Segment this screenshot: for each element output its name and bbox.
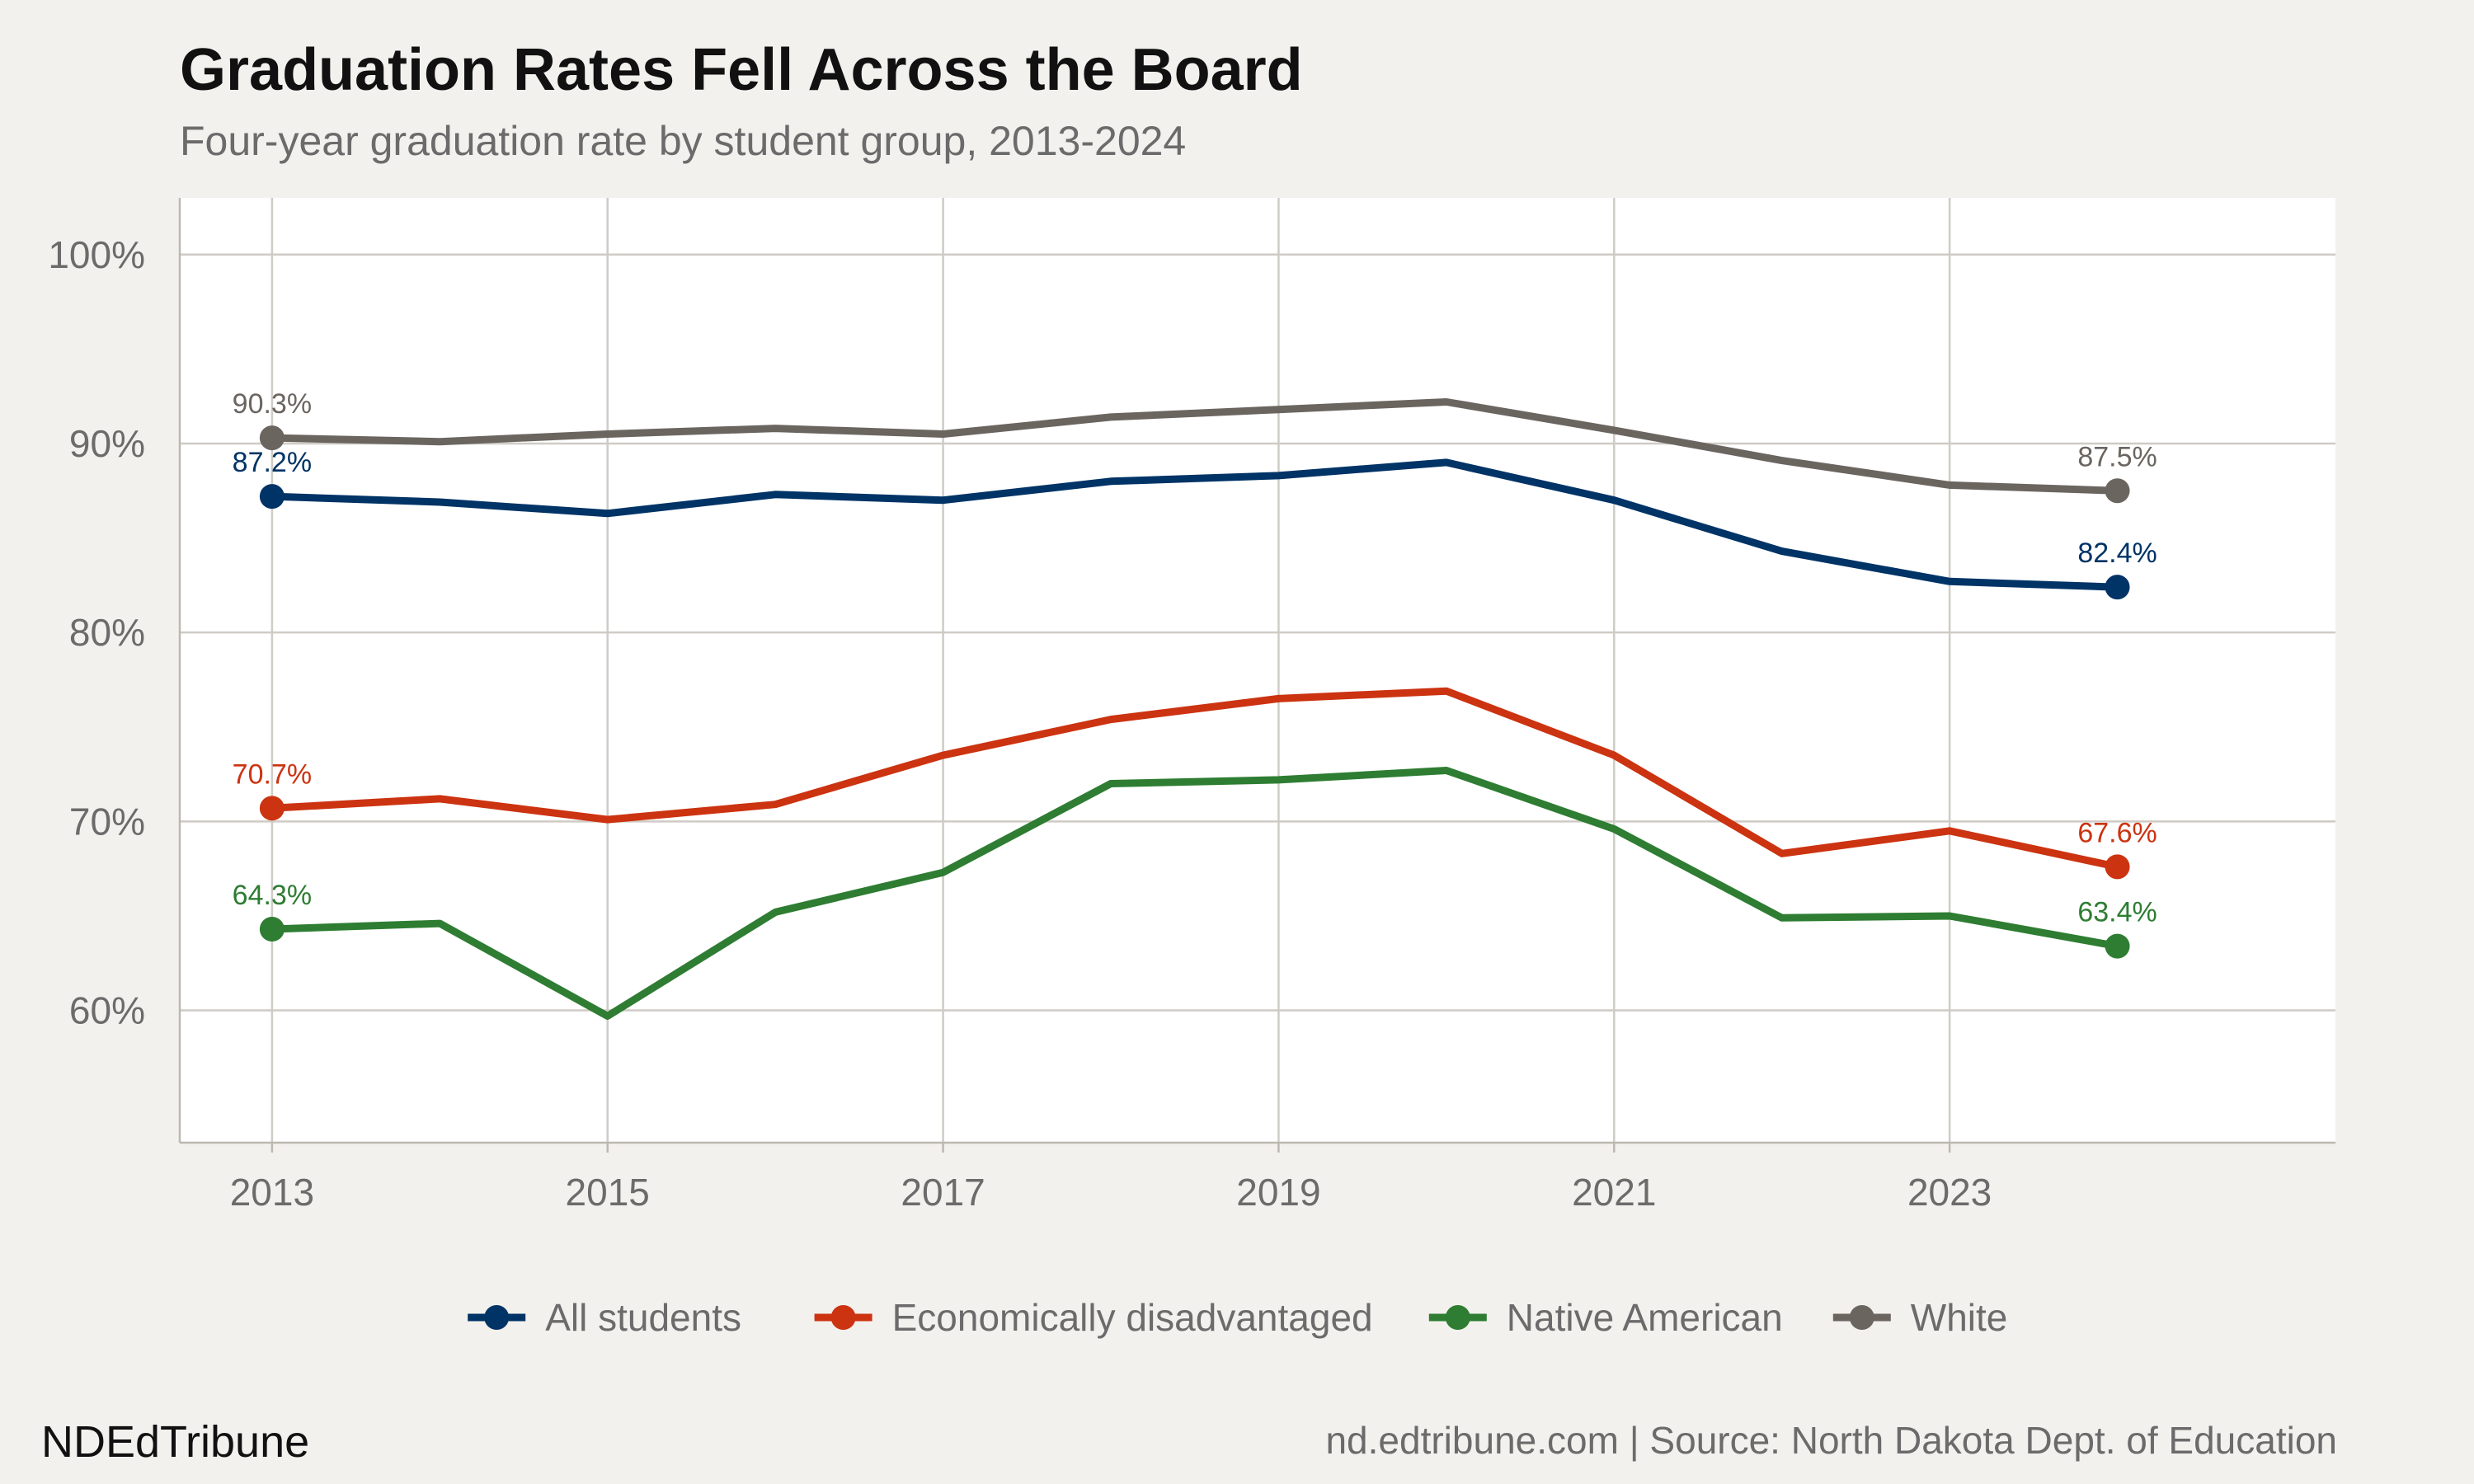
legend-key-point: [484, 1305, 510, 1330]
y-tick-label: 90%: [69, 422, 145, 465]
data-label: 90.3%: [233, 388, 312, 420]
brand-label: NDEdTribune: [41, 1417, 310, 1467]
series-line: [268, 398, 2121, 495]
data-label: 63.4%: [2077, 897, 2157, 928]
data-label: 70.7%: [233, 758, 312, 790]
chart-title: Graduation Rates Fell Across the Board: [180, 37, 1303, 103]
legend-key-point: [830, 1305, 856, 1330]
series-line: [268, 458, 2121, 591]
series-point: [259, 425, 285, 451]
y-tick-label: 70%: [69, 800, 145, 843]
legend-label: All students: [545, 1296, 741, 1339]
series-point: [259, 484, 285, 510]
x-tick-label: 2019: [1236, 1171, 1320, 1214]
series-point: [2105, 478, 2130, 504]
x-tick-label: 2015: [566, 1171, 650, 1214]
legend-label: White: [1911, 1296, 2008, 1339]
source-note: nd.edtribune.com | Source: North Dakota …: [1325, 1419, 2337, 1462]
x-tick-label: 2021: [1572, 1171, 1656, 1214]
legend-label: Native American: [1507, 1296, 1783, 1339]
series-point: [259, 796, 285, 821]
y-tick-label: 80%: [69, 611, 145, 654]
chart-subtitle: Four-year graduation rate by student gro…: [180, 118, 1187, 164]
plot-panel: [180, 198, 2335, 1143]
y-tick-label: 100%: [48, 233, 145, 276]
x-tick-label: 2013: [230, 1171, 314, 1214]
legend-key-point: [1849, 1305, 1874, 1330]
data-label: 64.3%: [233, 880, 312, 911]
series-point: [2105, 933, 2130, 959]
data-label: 87.2%: [233, 447, 312, 478]
series-point: [259, 917, 285, 942]
x-tick-label: 2023: [1907, 1171, 1992, 1214]
legend-label: Economically disadvantaged: [892, 1296, 1373, 1339]
legend-key-point: [1445, 1305, 1470, 1330]
x-tick-label: 2017: [901, 1171, 985, 1214]
series-line: [268, 767, 2121, 1020]
data-label: 67.6%: [2077, 817, 2157, 848]
series-line: [268, 687, 2121, 871]
data-label: 87.5%: [2077, 441, 2157, 472]
data-label: 82.4%: [2077, 538, 2157, 569]
y-tick-label: 60%: [69, 989, 145, 1032]
series-point: [2105, 854, 2130, 880]
series-point: [2105, 575, 2130, 600]
